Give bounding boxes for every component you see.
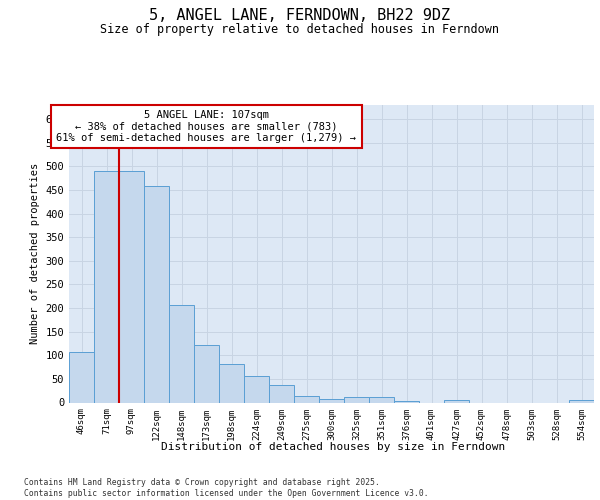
Text: Distribution of detached houses by size in Ferndown: Distribution of detached houses by size … bbox=[161, 442, 505, 452]
Bar bbox=[119, 171, 144, 402]
Bar bbox=[69, 352, 94, 403]
Bar bbox=[94, 171, 119, 402]
Bar bbox=[169, 304, 194, 402]
Bar bbox=[319, 398, 344, 402]
Bar bbox=[144, 186, 169, 402]
Text: 5, ANGEL LANE, FERNDOWN, BH22 9DZ: 5, ANGEL LANE, FERNDOWN, BH22 9DZ bbox=[149, 8, 451, 22]
Bar bbox=[194, 345, 219, 403]
Bar bbox=[569, 400, 594, 402]
Bar bbox=[294, 396, 319, 402]
Y-axis label: Number of detached properties: Number of detached properties bbox=[30, 163, 40, 344]
Text: Contains HM Land Registry data © Crown copyright and database right 2025.
Contai: Contains HM Land Registry data © Crown c… bbox=[24, 478, 428, 498]
Bar bbox=[369, 398, 394, 402]
Bar bbox=[219, 364, 244, 403]
Bar bbox=[394, 400, 419, 402]
Bar bbox=[344, 398, 369, 402]
Bar bbox=[269, 384, 294, 402]
Bar bbox=[444, 400, 469, 402]
Text: Size of property relative to detached houses in Ferndown: Size of property relative to detached ho… bbox=[101, 22, 499, 36]
Bar bbox=[244, 376, 269, 402]
Text: 5 ANGEL LANE: 107sqm
← 38% of detached houses are smaller (783)
61% of semi-deta: 5 ANGEL LANE: 107sqm ← 38% of detached h… bbox=[56, 110, 356, 143]
